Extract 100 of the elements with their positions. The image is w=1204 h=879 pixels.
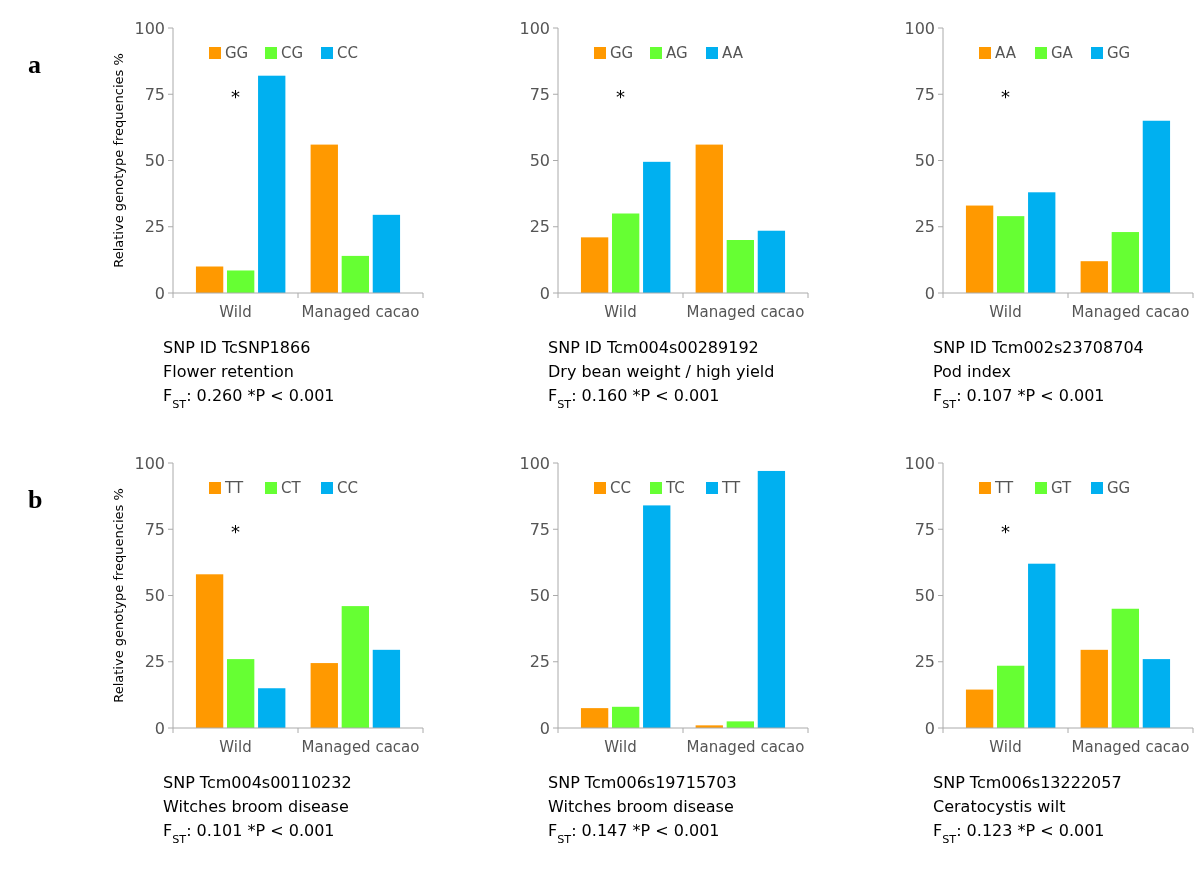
bar <box>1142 120 1171 293</box>
bar <box>726 721 755 728</box>
annotation: * <box>1001 521 1010 543</box>
y-tick-label: 0 <box>539 718 550 738</box>
x-tick-label: Wild <box>989 738 1022 756</box>
text: Ceratocystis wilt <box>933 797 1066 816</box>
text: F$_{ST}$: 0.123 *P < 0.001 <box>933 821 1105 846</box>
bar <box>695 144 723 293</box>
y-tick-label: 100 <box>519 18 550 38</box>
y-tick-label: 75 <box>144 84 165 104</box>
bar <box>997 216 1025 293</box>
y-tick-label: 100 <box>904 453 935 473</box>
text: SNP Tcm006s19715703 <box>548 773 737 792</box>
y-tick-label: 50 <box>529 586 550 606</box>
annotation: * <box>616 86 625 108</box>
text: F$_{ST}$: 0.147 *P < 0.001 <box>548 821 720 846</box>
bar <box>227 659 255 728</box>
x-tick-label: Wild <box>604 303 637 321</box>
bar <box>1111 608 1139 728</box>
y-tick-label: 25 <box>529 652 550 672</box>
y-tick-label: 0 <box>154 283 165 303</box>
bar <box>612 706 640 728</box>
bar <box>258 75 286 293</box>
annotation: * <box>231 521 240 543</box>
text: a <box>28 50 41 79</box>
legend-label: GG <box>1107 44 1131 63</box>
legend-label: AA <box>995 44 1017 63</box>
bar <box>965 689 994 728</box>
bar <box>1028 563 1056 728</box>
x-tick-label: Managed cacao <box>301 303 420 321</box>
y-tick-label: 50 <box>144 586 165 606</box>
bar <box>580 708 609 728</box>
x-tick-label: Wild <box>219 303 252 321</box>
y-tick-label: 75 <box>529 84 550 104</box>
y-tick-label: 25 <box>529 217 550 237</box>
bar <box>310 144 338 293</box>
legend-label: GG <box>1107 479 1131 498</box>
bar <box>1080 261 1108 293</box>
legend-label: CC <box>337 44 358 63</box>
x-tick-label: Wild <box>989 303 1022 321</box>
annotation: * <box>231 86 240 108</box>
bar <box>1080 649 1108 728</box>
legend-label: AA <box>722 44 744 63</box>
y-tick-label: 75 <box>529 519 550 539</box>
legend-label: GT <box>1051 479 1073 498</box>
bar <box>757 230 786 293</box>
text: SNP Tcm006s13222057 <box>933 773 1122 792</box>
annotation: * <box>1001 86 1010 108</box>
y-tick-label: 100 <box>134 18 165 38</box>
bar <box>1028 192 1056 293</box>
text: b <box>28 485 43 514</box>
text: Dry bean weight / high yield <box>548 362 775 381</box>
bar <box>643 161 671 293</box>
y-axis-title: Relative genotype frequencies % <box>111 53 126 268</box>
legend-label: CC <box>610 479 631 498</box>
y-tick-label: 100 <box>134 453 165 473</box>
x-tick-label: Managed cacao <box>1071 738 1190 756</box>
y-tick-label: 0 <box>924 283 935 303</box>
y-tick-label: 50 <box>914 151 935 171</box>
text: Witches broom disease <box>163 797 349 816</box>
y-tick-label: 75 <box>144 519 165 539</box>
y-tick-label: 25 <box>914 652 935 672</box>
legend-label: GG <box>225 44 249 63</box>
legend-label: TT <box>224 479 244 498</box>
bar <box>580 237 609 293</box>
y-tick-label: 100 <box>904 18 935 38</box>
text: Pod index <box>933 362 1011 381</box>
text: SNP ID Tcm002s23708704 <box>933 338 1144 357</box>
text: Flower retention <box>163 362 295 381</box>
text: Witches broom disease <box>548 797 734 816</box>
y-tick-label: 75 <box>914 84 935 104</box>
text: F$_{ST}$: 0.107 *P < 0.001 <box>933 386 1105 411</box>
bar <box>726 240 755 293</box>
bar <box>258 688 286 728</box>
bar <box>965 205 994 293</box>
y-tick-label: 0 <box>924 718 935 738</box>
x-tick-label: Managed cacao <box>686 738 805 756</box>
legend-label: CC <box>337 479 358 498</box>
text: SNP ID TcSNP1866 <box>163 338 311 357</box>
x-tick-label: Wild <box>604 738 637 756</box>
legend-label: TC <box>665 479 685 498</box>
x-tick-label: Managed cacao <box>686 303 805 321</box>
bar <box>997 665 1025 728</box>
y-tick-label: 25 <box>144 217 165 237</box>
bar <box>1142 659 1171 728</box>
y-tick-label: 100 <box>519 453 550 473</box>
bar <box>310 663 338 728</box>
legend-label: AG <box>666 44 688 63</box>
y-tick-label: 50 <box>914 586 935 606</box>
bar <box>372 649 401 728</box>
bar <box>227 270 255 293</box>
x-tick-label: Wild <box>219 738 252 756</box>
y-tick-label: 50 <box>529 151 550 171</box>
x-tick-label: Managed cacao <box>301 738 420 756</box>
x-tick-label: Managed cacao <box>1071 303 1190 321</box>
legend-label: GA <box>1051 44 1074 63</box>
bar <box>341 255 370 293</box>
legend-label: GG <box>610 44 634 63</box>
y-tick-label: 0 <box>154 718 165 738</box>
bar <box>612 213 640 293</box>
